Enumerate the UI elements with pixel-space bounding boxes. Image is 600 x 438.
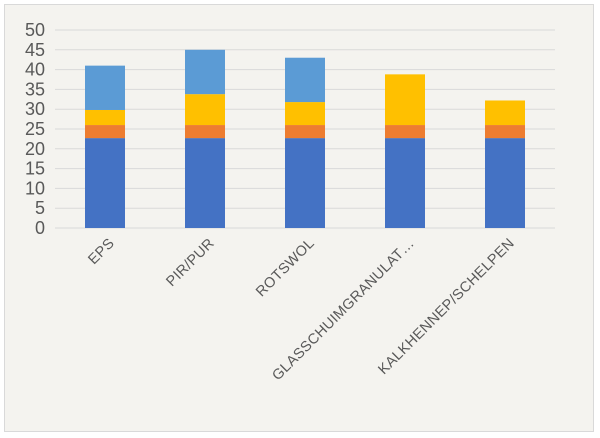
bar-segment-2-3: [385, 125, 425, 139]
x-category-label: ROTSWOL: [253, 236, 318, 301]
y-tick-label: 30: [25, 99, 45, 119]
bar-segment-3-4: [485, 100, 525, 126]
x-category-label: EPS: [85, 236, 117, 268]
bar-segment-2-0: [85, 125, 125, 139]
x-category-label: PIR/PUR: [163, 236, 217, 290]
bar-segment-3-2: [285, 102, 325, 126]
x-axis-category-labels: EPS PIR/PUR ROTSWOLGLASSCHUIMGRANULAT…KALK…: [85, 236, 517, 384]
y-tick-label: 10: [25, 178, 45, 198]
y-tick-label: 35: [25, 79, 45, 99]
bar-segment-3-0: [85, 109, 125, 126]
bar-segment-2-4: [485, 125, 525, 139]
y-tick-label: 45: [25, 40, 45, 60]
y-tick-label: 50: [25, 20, 45, 40]
bar-segment-1-1: [185, 138, 225, 228]
bar-segment-1-4: [485, 138, 525, 228]
y-tick-label: 15: [25, 159, 45, 179]
y-tick-label: 25: [25, 119, 45, 139]
y-tick-label: 5: [35, 198, 45, 218]
bar-segment-3-3: [385, 74, 425, 126]
bar-segment-4-2: [285, 57, 325, 103]
bar-segment-2-2: [285, 125, 325, 139]
bar-segment-1-2: [285, 138, 325, 228]
bar-segment-2-1: [185, 125, 225, 139]
bars: [85, 49, 525, 228]
bar-segment-1-3: [385, 138, 425, 228]
bar-segment-3-1: [185, 94, 225, 126]
bar-segment-4-0: [85, 65, 125, 110]
bar-segment-1-0: [85, 138, 125, 228]
y-tick-label: 0: [35, 218, 45, 238]
bar-segment-4-1: [185, 49, 225, 95]
y-tick-label: 40: [25, 60, 45, 80]
y-tick-label: 20: [25, 139, 45, 159]
